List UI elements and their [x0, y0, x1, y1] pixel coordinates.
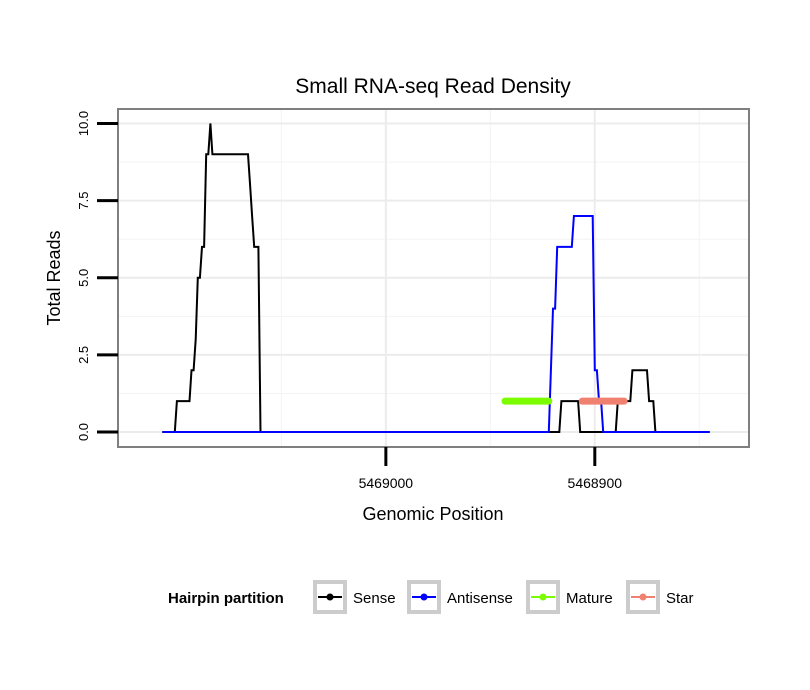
- legend-entry-star: Star: [626, 580, 694, 614]
- legend: Hairpin partition Sense Antisense Mature St…: [168, 580, 694, 614]
- legend-entry-antisense: Antisense: [407, 580, 513, 614]
- legend-entry-label: Star: [666, 590, 694, 607]
- legend-key-point: [326, 593, 334, 601]
- y-tick-label: 5.0: [76, 269, 91, 287]
- y-axis-label: Total Reads: [44, 230, 64, 325]
- legend-entry-label: Mature: [566, 590, 613, 607]
- legend-entry-label: Sense: [353, 590, 396, 607]
- legend-key-point: [639, 593, 647, 601]
- series-line-antisense: [162, 215, 710, 433]
- x-tick-label: 5469000: [359, 475, 414, 491]
- legend-entry-sense: Sense: [313, 580, 396, 614]
- series-layer: [162, 123, 710, 433]
- x-axis-label: Genomic Position: [362, 504, 503, 524]
- y-tick-label: 7.5: [76, 192, 91, 210]
- legend-entry-mature: Mature: [526, 580, 613, 614]
- legend-entry-label: Antisense: [447, 590, 513, 607]
- axis-layer: 0.0 2.5 5.0 7.5 10.0 5469000 5468900: [76, 111, 622, 491]
- chart-title: Small RNA-seq Read Density: [295, 75, 571, 98]
- legend-title: Hairpin partition: [168, 590, 284, 607]
- y-tick-label: 10.0: [76, 111, 91, 136]
- y-tick-label: 0.0: [76, 423, 91, 441]
- y-tick-label: 2.5: [76, 346, 91, 364]
- legend-key-point: [539, 593, 547, 601]
- legend-key-point: [420, 593, 428, 601]
- legend-entries: Sense Antisense Mature Star: [313, 580, 694, 614]
- x-tick-label: 5468900: [568, 475, 623, 491]
